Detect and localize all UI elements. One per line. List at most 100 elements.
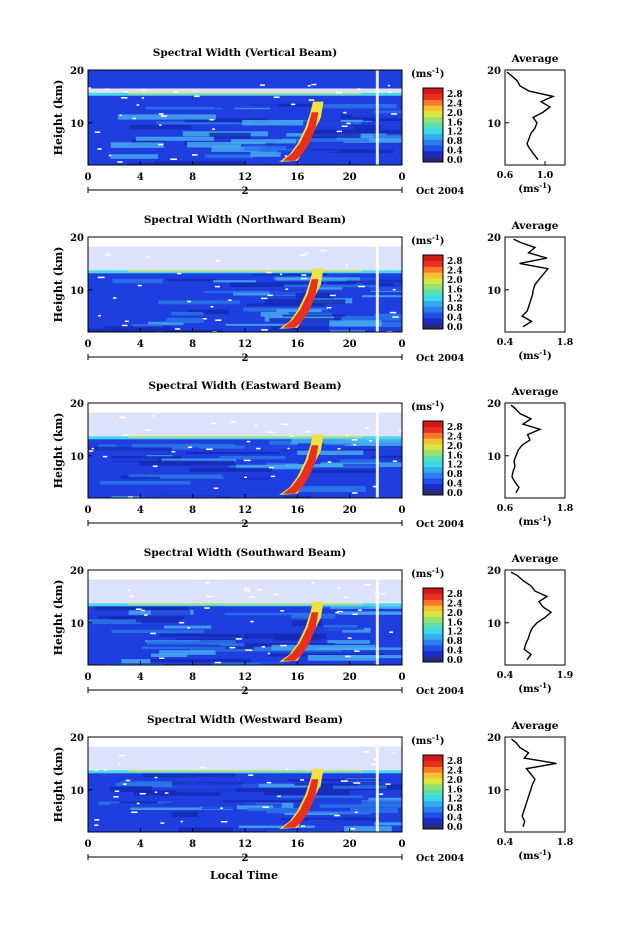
heatmap-cell — [204, 793, 268, 796]
heatmap-cell — [270, 326, 329, 331]
heatmap-plume-core — [282, 112, 319, 161]
heatmap-gap-cell — [285, 288, 289, 290]
heatmap-gap-cell — [221, 821, 228, 823]
heatmap-cell — [262, 831, 340, 832]
heatmap-cell — [307, 163, 381, 165]
colorbar-swatch — [423, 139, 443, 146]
heatmap-cell — [281, 138, 369, 142]
date-marker: 2 — [242, 519, 249, 530]
heatmap-cell — [370, 455, 402, 458]
colorbar-swatch — [423, 633, 443, 640]
heatmap-gap-cell — [266, 431, 274, 433]
average-x-label: (ms-1) — [518, 848, 551, 862]
heatmap-gap-cell — [346, 122, 351, 125]
colorbar-swatch — [423, 639, 443, 646]
heatmap-gap-cell — [243, 587, 250, 590]
heatmap-cell — [315, 287, 343, 290]
x-tick-label: 12 — [238, 339, 252, 350]
heatmap-cell — [262, 624, 296, 631]
x-tick-label: 0 — [399, 339, 406, 350]
heatmap-cell — [360, 275, 402, 281]
heatmap-cell — [111, 629, 204, 633]
heatmap-cell — [158, 440, 232, 443]
colorbar-unit-exp: -1 — [432, 566, 440, 575]
colorbar-tick-label: 2.4 — [447, 266, 463, 276]
heatmap-gap-cell — [340, 780, 348, 782]
heatmap-cell — [148, 799, 230, 804]
heatmap-plume-core — [282, 445, 319, 494]
heatmap-gap-column — [375, 737, 379, 832]
heatmap-gap-cell — [267, 294, 273, 297]
heatmap-gap-cell — [341, 125, 348, 127]
heatmap-cell — [117, 114, 217, 120]
heatmap-cell — [266, 462, 298, 467]
heatmap-cell — [339, 793, 375, 796]
heatmap-tropopause-highlight — [128, 603, 362, 605]
heatmap-cell — [247, 807, 300, 812]
colorbar-swatch — [423, 794, 443, 802]
heatmap-cell — [374, 313, 402, 317]
heatmap-gap-cell — [245, 649, 253, 651]
heatmap-gap-cell — [136, 802, 140, 805]
heatmap-gap-cell — [371, 763, 378, 766]
heatmap-gap-cell — [280, 610, 285, 612]
average-x-tick-label: 1.0 — [537, 170, 554, 181]
heatmap-cell — [229, 282, 324, 288]
colorbar-unit-close: ) — [440, 69, 445, 80]
colorbar-unit: (ms-1) — [411, 66, 444, 80]
heatmap-cell — [88, 446, 172, 451]
heatmap-cell — [259, 663, 305, 665]
heatmap-gap-cell — [94, 769, 99, 771]
average-x-tick-label: 0.6 — [497, 170, 514, 181]
heatmap-gap-cell — [352, 613, 358, 616]
heatmap-cell — [238, 825, 315, 828]
colorbar-tick-label: 2.0 — [447, 276, 463, 286]
colorbar-unit-exp: -1 — [432, 733, 440, 742]
colorbar-swatch — [423, 122, 443, 129]
colorbar-unit-base: (ms — [411, 236, 432, 247]
heatmap — [88, 570, 402, 665]
heatmap-gap-cell — [266, 271, 272, 274]
heatmap-gap-cell — [260, 297, 268, 300]
colorbar-swatch — [423, 817, 443, 824]
heatmap-cell — [225, 323, 292, 326]
heatmap-gap-cell — [392, 752, 395, 754]
heatmap-cell — [88, 619, 142, 625]
heatmap-gap-cell — [89, 450, 94, 452]
heatmap-cell — [161, 458, 236, 462]
x-tick-label: 16 — [290, 505, 304, 516]
heatmap-cell — [155, 491, 233, 495]
heatmap-gap-cell — [392, 316, 399, 318]
colorbar-tick-label: 0.8 — [447, 137, 463, 147]
heatmap-cell — [241, 783, 322, 788]
heatmap-gap-cell — [336, 610, 343, 613]
heatmap-cell — [154, 495, 221, 498]
average-x-tick-label: 0.4 — [497, 337, 514, 348]
x-tick-label: 20 — [343, 839, 357, 850]
heatmap-cell — [119, 801, 158, 804]
heatmap-gap-cell — [170, 158, 177, 161]
heatmap-cell — [374, 134, 402, 139]
heatmap-gap-cell — [141, 609, 145, 612]
heatmap-gap-cell — [345, 434, 349, 436]
average-panel: Average 20 10 0.4 1.8 (ms-1) — [487, 220, 574, 362]
colorbar-swatch — [423, 144, 443, 152]
heatmap-gap-cell — [337, 447, 341, 450]
average-x-label-close: ) — [547, 517, 552, 528]
heatmap-gap-cell — [260, 84, 265, 86]
heatmap-gap-cell — [335, 611, 340, 614]
heatmap-gap-cell — [369, 440, 373, 442]
colorbar-swatch — [423, 99, 443, 106]
heatmap-cell — [233, 291, 302, 296]
heatmap-cell — [129, 124, 192, 130]
heatmap-cell — [275, 277, 379, 281]
x-tick-label: 8 — [189, 339, 196, 350]
average-profile-line — [510, 404, 543, 494]
heatmap-cell — [236, 805, 274, 810]
heatmap-gap-cell — [387, 84, 391, 87]
heatmap-gap-cell — [104, 88, 111, 91]
heatmap-cell — [138, 460, 235, 466]
heatmap-gap-cell — [311, 83, 317, 86]
heatmap-cell — [282, 152, 328, 157]
date-marker: 2 — [242, 186, 249, 197]
